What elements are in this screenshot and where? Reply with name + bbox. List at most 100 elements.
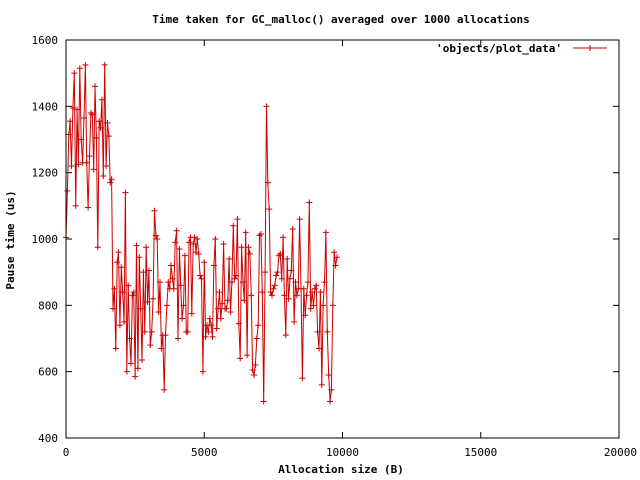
data-point [333, 254, 340, 261]
data-point [224, 297, 231, 304]
data-point [100, 172, 107, 179]
data-point [105, 133, 112, 140]
data-point [133, 242, 140, 249]
data-point [239, 279, 246, 286]
data-point [220, 240, 227, 247]
data-point [190, 240, 197, 247]
data-point [313, 282, 320, 289]
data-point [76, 65, 83, 72]
data-point [198, 275, 205, 282]
data-point [284, 255, 291, 262]
data-point [92, 83, 99, 90]
y-tick-label: 800 [38, 299, 58, 312]
data-point [126, 335, 133, 342]
data-point [235, 320, 242, 327]
data-point [311, 285, 318, 292]
data-point [324, 328, 331, 335]
data-point [94, 244, 101, 251]
data-point [68, 163, 75, 170]
data-point [165, 279, 172, 286]
data-point [111, 285, 118, 292]
data-point [123, 368, 130, 375]
data-point [245, 244, 252, 251]
chart-title: Time taken for GC_malloc() averaged over… [152, 13, 530, 26]
data-point [144, 299, 151, 306]
data-point [78, 136, 85, 143]
data-point [264, 179, 271, 186]
data-point [263, 103, 270, 110]
data-point [112, 345, 119, 352]
data-point [325, 371, 332, 378]
data-point [317, 289, 324, 296]
data-point [179, 315, 186, 322]
data-point [80, 114, 87, 121]
data-point [90, 166, 97, 173]
y-tick-label: 400 [38, 432, 58, 445]
data-point [217, 315, 224, 322]
data-point [150, 295, 157, 302]
data-point [267, 289, 274, 296]
x-axis-label: Allocation size (B) [278, 463, 404, 476]
data-point [288, 267, 295, 274]
data-point [292, 279, 299, 286]
x-tick-label: 5000 [191, 446, 218, 459]
data-point [125, 282, 132, 289]
data-point [285, 295, 292, 302]
data-point [121, 318, 128, 325]
data-point [177, 282, 184, 289]
data-point [314, 328, 321, 335]
data-point [199, 368, 206, 375]
y-axis-label: Pause time (us) [4, 190, 17, 289]
data-point [322, 229, 329, 236]
data-point [69, 104, 76, 111]
data-point [238, 244, 245, 251]
data-point [141, 328, 148, 335]
data-point [321, 279, 328, 286]
data-point [268, 292, 275, 299]
data-point [169, 275, 176, 282]
data-point [151, 207, 158, 214]
data-point [127, 360, 134, 367]
data-point [259, 289, 266, 296]
data-point [255, 322, 262, 329]
data-point [98, 96, 105, 103]
data-point [145, 267, 152, 274]
data-point [108, 176, 115, 183]
data-point [252, 362, 259, 369]
data-point [266, 206, 273, 213]
data-point [104, 119, 111, 126]
data-point [331, 249, 338, 256]
data-point [97, 124, 104, 131]
data-point [101, 61, 108, 68]
y-tick-label: 1400 [32, 100, 59, 113]
data-point [234, 216, 241, 223]
data-point [176, 245, 183, 252]
data-point [107, 179, 114, 186]
data-point [85, 204, 92, 211]
data-point [304, 279, 311, 286]
data-point [289, 226, 296, 233]
data-point [286, 275, 293, 282]
data-point [103, 163, 110, 170]
data-point [332, 262, 339, 269]
data-point [148, 328, 155, 335]
x-tick-label: 10000 [326, 446, 359, 459]
data-point [205, 328, 212, 335]
data-point [210, 262, 217, 269]
y-tick-label: 1600 [32, 34, 59, 47]
data-point [122, 189, 129, 196]
data-point [208, 322, 215, 329]
series-line [65, 64, 338, 402]
data-point [327, 398, 334, 405]
data-point [194, 236, 201, 242]
data-point [223, 305, 230, 312]
data-point [300, 285, 307, 292]
data-point [118, 264, 125, 271]
data-point [257, 231, 264, 238]
legend-label: 'objects/plot_data' [436, 42, 562, 55]
data-point [89, 111, 96, 118]
data-point [75, 161, 82, 168]
data-point [96, 118, 103, 125]
data-point [228, 279, 235, 286]
data-point [227, 308, 234, 315]
